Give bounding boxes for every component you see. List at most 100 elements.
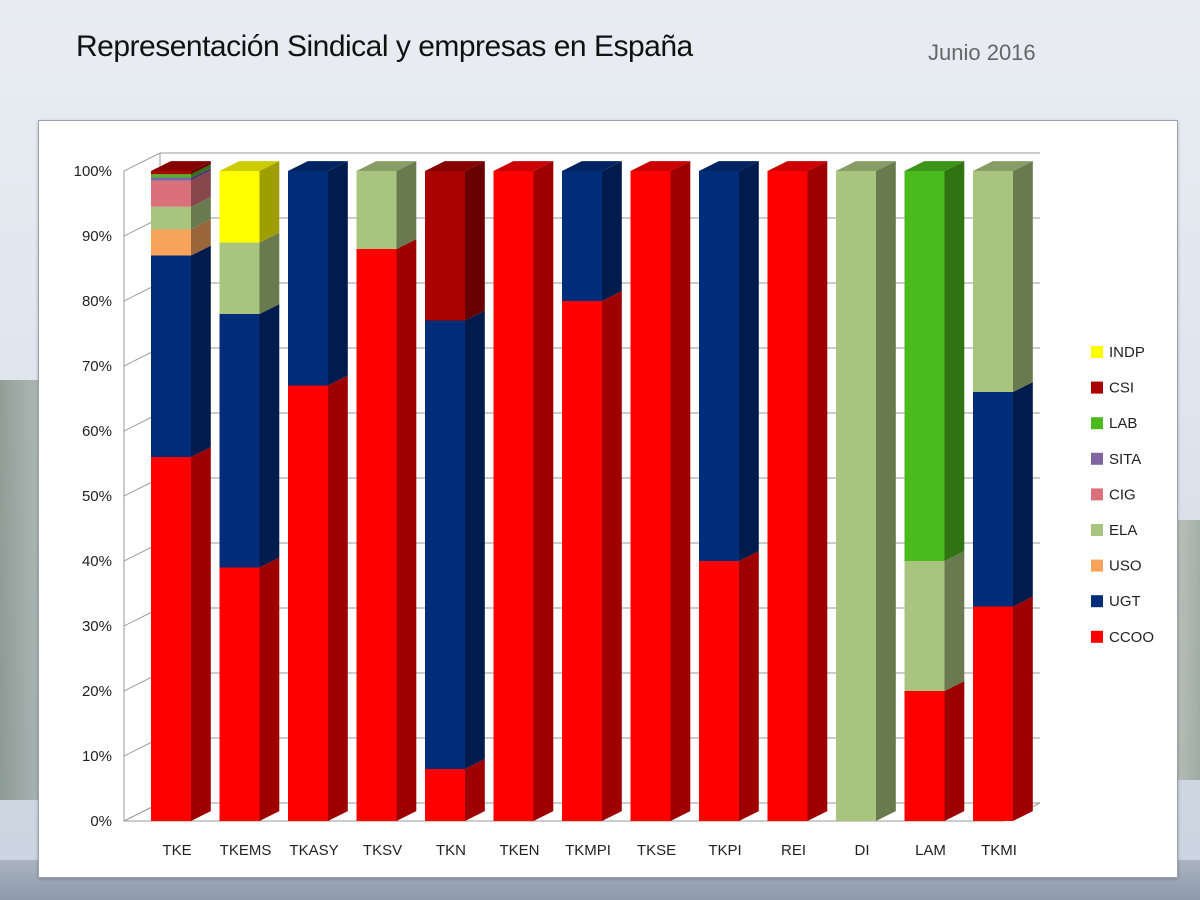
y-tick-label: 40%	[82, 553, 112, 570]
legend-swatch	[1091, 630, 1103, 643]
gridline-depth	[123, 152, 161, 172]
bar-side	[1013, 596, 1033, 821]
bar-top	[493, 161, 554, 171]
bar-side	[876, 161, 896, 822]
bar-side	[465, 310, 485, 769]
bar-top	[904, 161, 965, 171]
legend-label: USO	[1109, 558, 1142, 575]
bar-side	[739, 551, 759, 821]
legend-label: UGT	[1109, 593, 1141, 610]
bar-side	[1013, 161, 1033, 392]
legend-swatch	[1091, 559, 1103, 572]
bar-segment	[767, 171, 808, 821]
bar-side	[396, 239, 417, 822]
bar-segment	[151, 255, 191, 457]
bar-top	[699, 161, 759, 171]
bar-segment	[288, 171, 328, 386]
bar-side	[533, 161, 554, 822]
bar-segment	[904, 561, 945, 691]
bar-segment	[151, 174, 191, 178]
bar-side	[602, 161, 622, 301]
bar-segment	[151, 171, 191, 175]
bar-top	[288, 161, 348, 171]
bar-top	[151, 161, 211, 171]
bar-segment	[425, 769, 465, 821]
bar-segment	[219, 171, 260, 243]
bar-top	[767, 161, 828, 171]
bar-side	[944, 551, 965, 691]
bar-side	[191, 167, 211, 181]
bar-side	[944, 681, 965, 821]
bar-segment	[836, 171, 876, 821]
legend-swatch	[1091, 417, 1103, 430]
bar-segment	[973, 392, 1013, 607]
bar-segment	[904, 691, 945, 821]
bar-side	[1013, 382, 1033, 607]
bar-side	[191, 164, 211, 178]
bar-segment	[151, 457, 191, 821]
y-tick-label: 50%	[82, 488, 112, 505]
bar-segment	[630, 171, 671, 821]
bar-segment	[699, 561, 739, 821]
x-tick-label: TKSE	[637, 842, 676, 859]
bar-top	[219, 161, 280, 171]
legend-swatch	[1091, 346, 1103, 358]
bar-segment	[425, 320, 465, 769]
bar-segment	[562, 301, 602, 821]
y-tick-label: 10%	[82, 748, 112, 765]
x-tick-label: DI	[855, 842, 870, 859]
legend-label: LAB	[1109, 415, 1137, 432]
bar-segment	[288, 385, 328, 821]
legend-label: INDP	[1109, 344, 1145, 361]
background-building-left	[0, 380, 40, 800]
bar-side	[191, 245, 211, 457]
bar-side	[602, 291, 622, 822]
bar-side	[807, 161, 828, 822]
bar-side	[328, 161, 348, 386]
bar-segment	[219, 242, 260, 314]
legend-swatch	[1091, 381, 1103, 394]
bar-side	[396, 161, 417, 249]
legend-swatch	[1091, 488, 1103, 501]
bar-side	[259, 304, 280, 568]
bar-top	[425, 161, 485, 171]
legend-swatch	[1091, 595, 1103, 608]
bar-side	[191, 219, 211, 256]
bar-side	[191, 196, 211, 230]
bar-segment	[493, 171, 534, 821]
legend-swatch	[1091, 452, 1103, 465]
legend-label: ELA	[1109, 522, 1137, 539]
bar-segment	[151, 177, 191, 181]
bar-segment	[562, 171, 602, 301]
bar-top	[630, 161, 691, 171]
bar-side	[465, 759, 485, 821]
bar-segment	[973, 606, 1013, 821]
legend-label: CSI	[1109, 380, 1134, 397]
y-tick-label: 100%	[74, 163, 112, 180]
legend-label: CIG	[1109, 486, 1136, 503]
bar-side	[739, 161, 759, 561]
x-tick-label: TKPI	[708, 842, 741, 859]
x-tick-label: TKEMS	[220, 842, 272, 859]
x-tick-label: TKMI	[981, 842, 1017, 859]
y-tick-label: 60%	[82, 423, 112, 440]
x-tick-label: LAM	[915, 842, 946, 859]
y-tick-label: 70%	[82, 358, 112, 375]
bar-segment	[219, 567, 260, 821]
bar-side	[191, 170, 211, 207]
bar-segment	[151, 229, 191, 256]
bar-side	[944, 161, 965, 561]
bar-side	[259, 557, 280, 821]
page-date: Junio 2016	[928, 40, 1036, 65]
bar-segment	[973, 171, 1013, 392]
bar-side	[328, 375, 348, 821]
bar-side	[465, 161, 485, 321]
y-tick-label: 0%	[90, 813, 112, 830]
bar-segment	[151, 206, 191, 230]
y-tick-label: 90%	[82, 228, 112, 245]
chart-panel: 0% 10% 20% 30% 40% 50% 60% 70% 80% 90% 100% TKE TKEM…	[38, 120, 1178, 878]
x-tick-label: TKMPI	[565, 842, 611, 859]
bar-top	[973, 161, 1033, 171]
legend-swatch	[1091, 524, 1103, 536]
bar-side	[259, 232, 280, 314]
